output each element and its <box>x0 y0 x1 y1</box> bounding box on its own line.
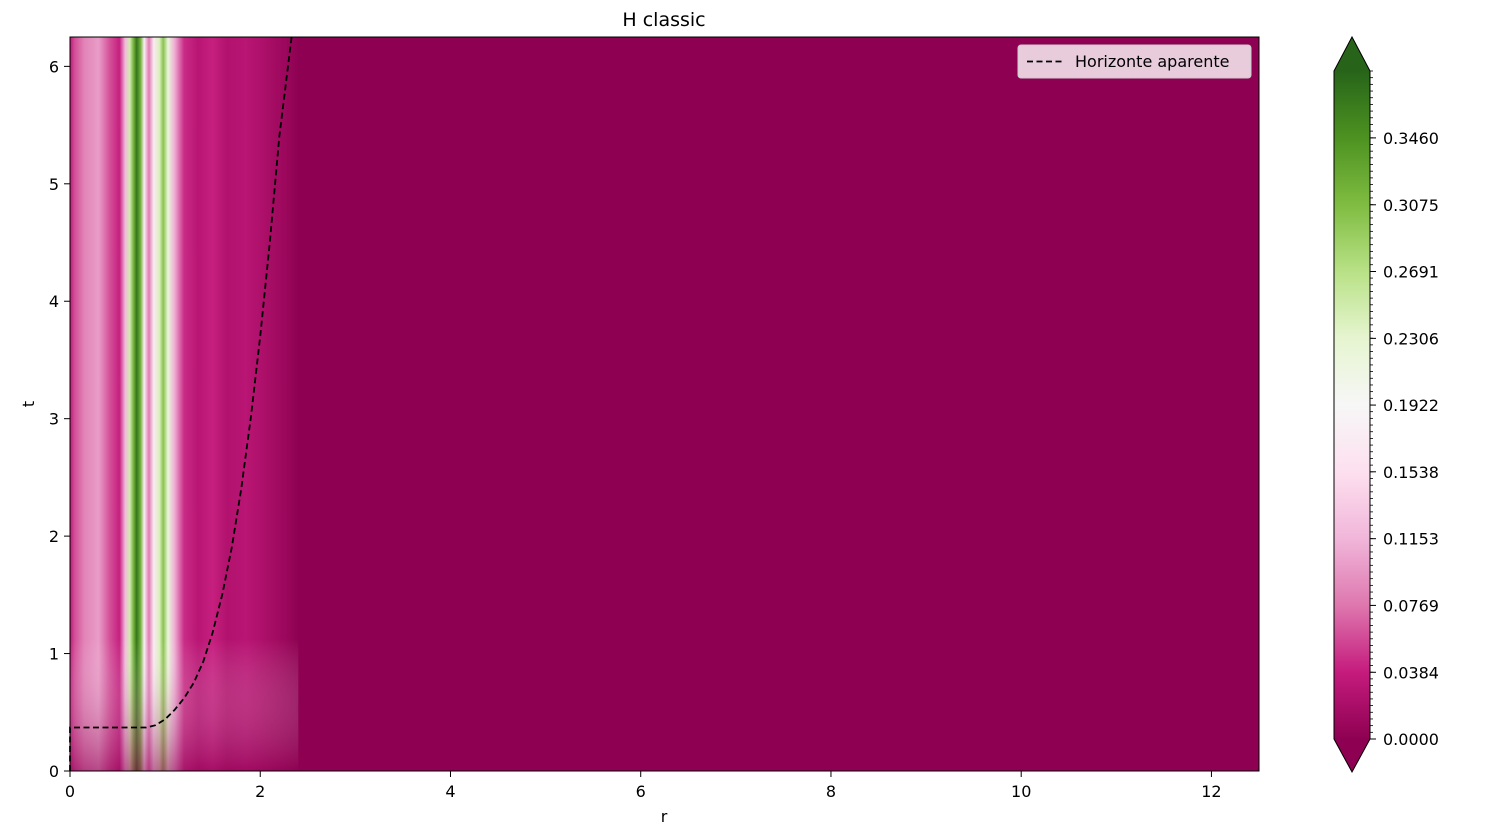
colorbar-extend-bottom <box>1334 739 1370 772</box>
y-tick-label-2: 2 <box>49 527 59 546</box>
x-tick-label-4: 4 <box>445 782 455 801</box>
colorbar-tick-label-0.0384: 0.0384 <box>1383 663 1439 682</box>
chart-title: H classic <box>622 9 705 31</box>
colorbar-outline <box>1333 35 1371 774</box>
x-tick-label-8: 8 <box>826 782 836 801</box>
y-tick-label-0: 0 <box>49 762 59 781</box>
legend: Horizonte aparente <box>1017 44 1252 79</box>
plot-frame <box>69 36 1260 772</box>
x-tick-label-10: 10 <box>1011 782 1031 801</box>
y-tick-label-1: 1 <box>49 645 59 664</box>
y-tick-label-3: 3 <box>49 410 59 429</box>
plot-area <box>69 36 1260 772</box>
colorbar-tick-label-0.3460: 0.3460 <box>1383 129 1439 148</box>
colorbar-tick-label-0.0000: 0.0000 <box>1383 730 1439 749</box>
y-tick-label-4: 4 <box>49 292 59 311</box>
y-tick-label-5: 5 <box>49 175 59 194</box>
x-axis: 0 2 4 6 8 10 12 <box>65 771 1222 801</box>
colorbar-tick-label-0.3075: 0.3075 <box>1383 196 1439 215</box>
colorbar-ticks: 0.0000 0.0384 0.0769 0.1153 0.1538 0.1922 0.23… <box>1370 129 1439 749</box>
colorbar-tick-label-0.2306: 0.2306 <box>1383 329 1439 348</box>
colorbar-body <box>1334 71 1370 739</box>
colorbar-tick-label-0.1153: 0.1153 <box>1383 530 1439 549</box>
colorbar-extend-top <box>1334 37 1370 71</box>
x-tick-label-12: 12 <box>1201 782 1221 801</box>
x-tick-label-0: 0 <box>65 782 75 801</box>
colorbar-tick-label-0.2691: 0.2691 <box>1383 262 1439 281</box>
x-axis-label: r <box>661 807 668 826</box>
x-tick-label-2: 2 <box>255 782 265 801</box>
colorbar-tick-label-0.1538: 0.1538 <box>1383 463 1439 482</box>
colorbar-tick-label-0.0769: 0.0769 <box>1383 596 1439 615</box>
y-tick-label-6: 6 <box>49 57 59 76</box>
y-axis-label: t <box>19 401 38 407</box>
legend-box <box>1017 44 1252 79</box>
y-axis: 0 1 2 3 4 5 6 <box>49 57 70 781</box>
x-tick-label-6: 6 <box>636 782 646 801</box>
horizon-curve <box>69 36 293 771</box>
colorbar: 0.0000 0.0384 0.0769 0.1153 0.1538 0.1922 0.23… <box>1333 35 1439 774</box>
colorbar-tick-label-0.1922: 0.1922 <box>1383 396 1439 415</box>
field-lower-fade <box>70 37 299 771</box>
legend-label: Horizonte aparente <box>1075 52 1229 71</box>
